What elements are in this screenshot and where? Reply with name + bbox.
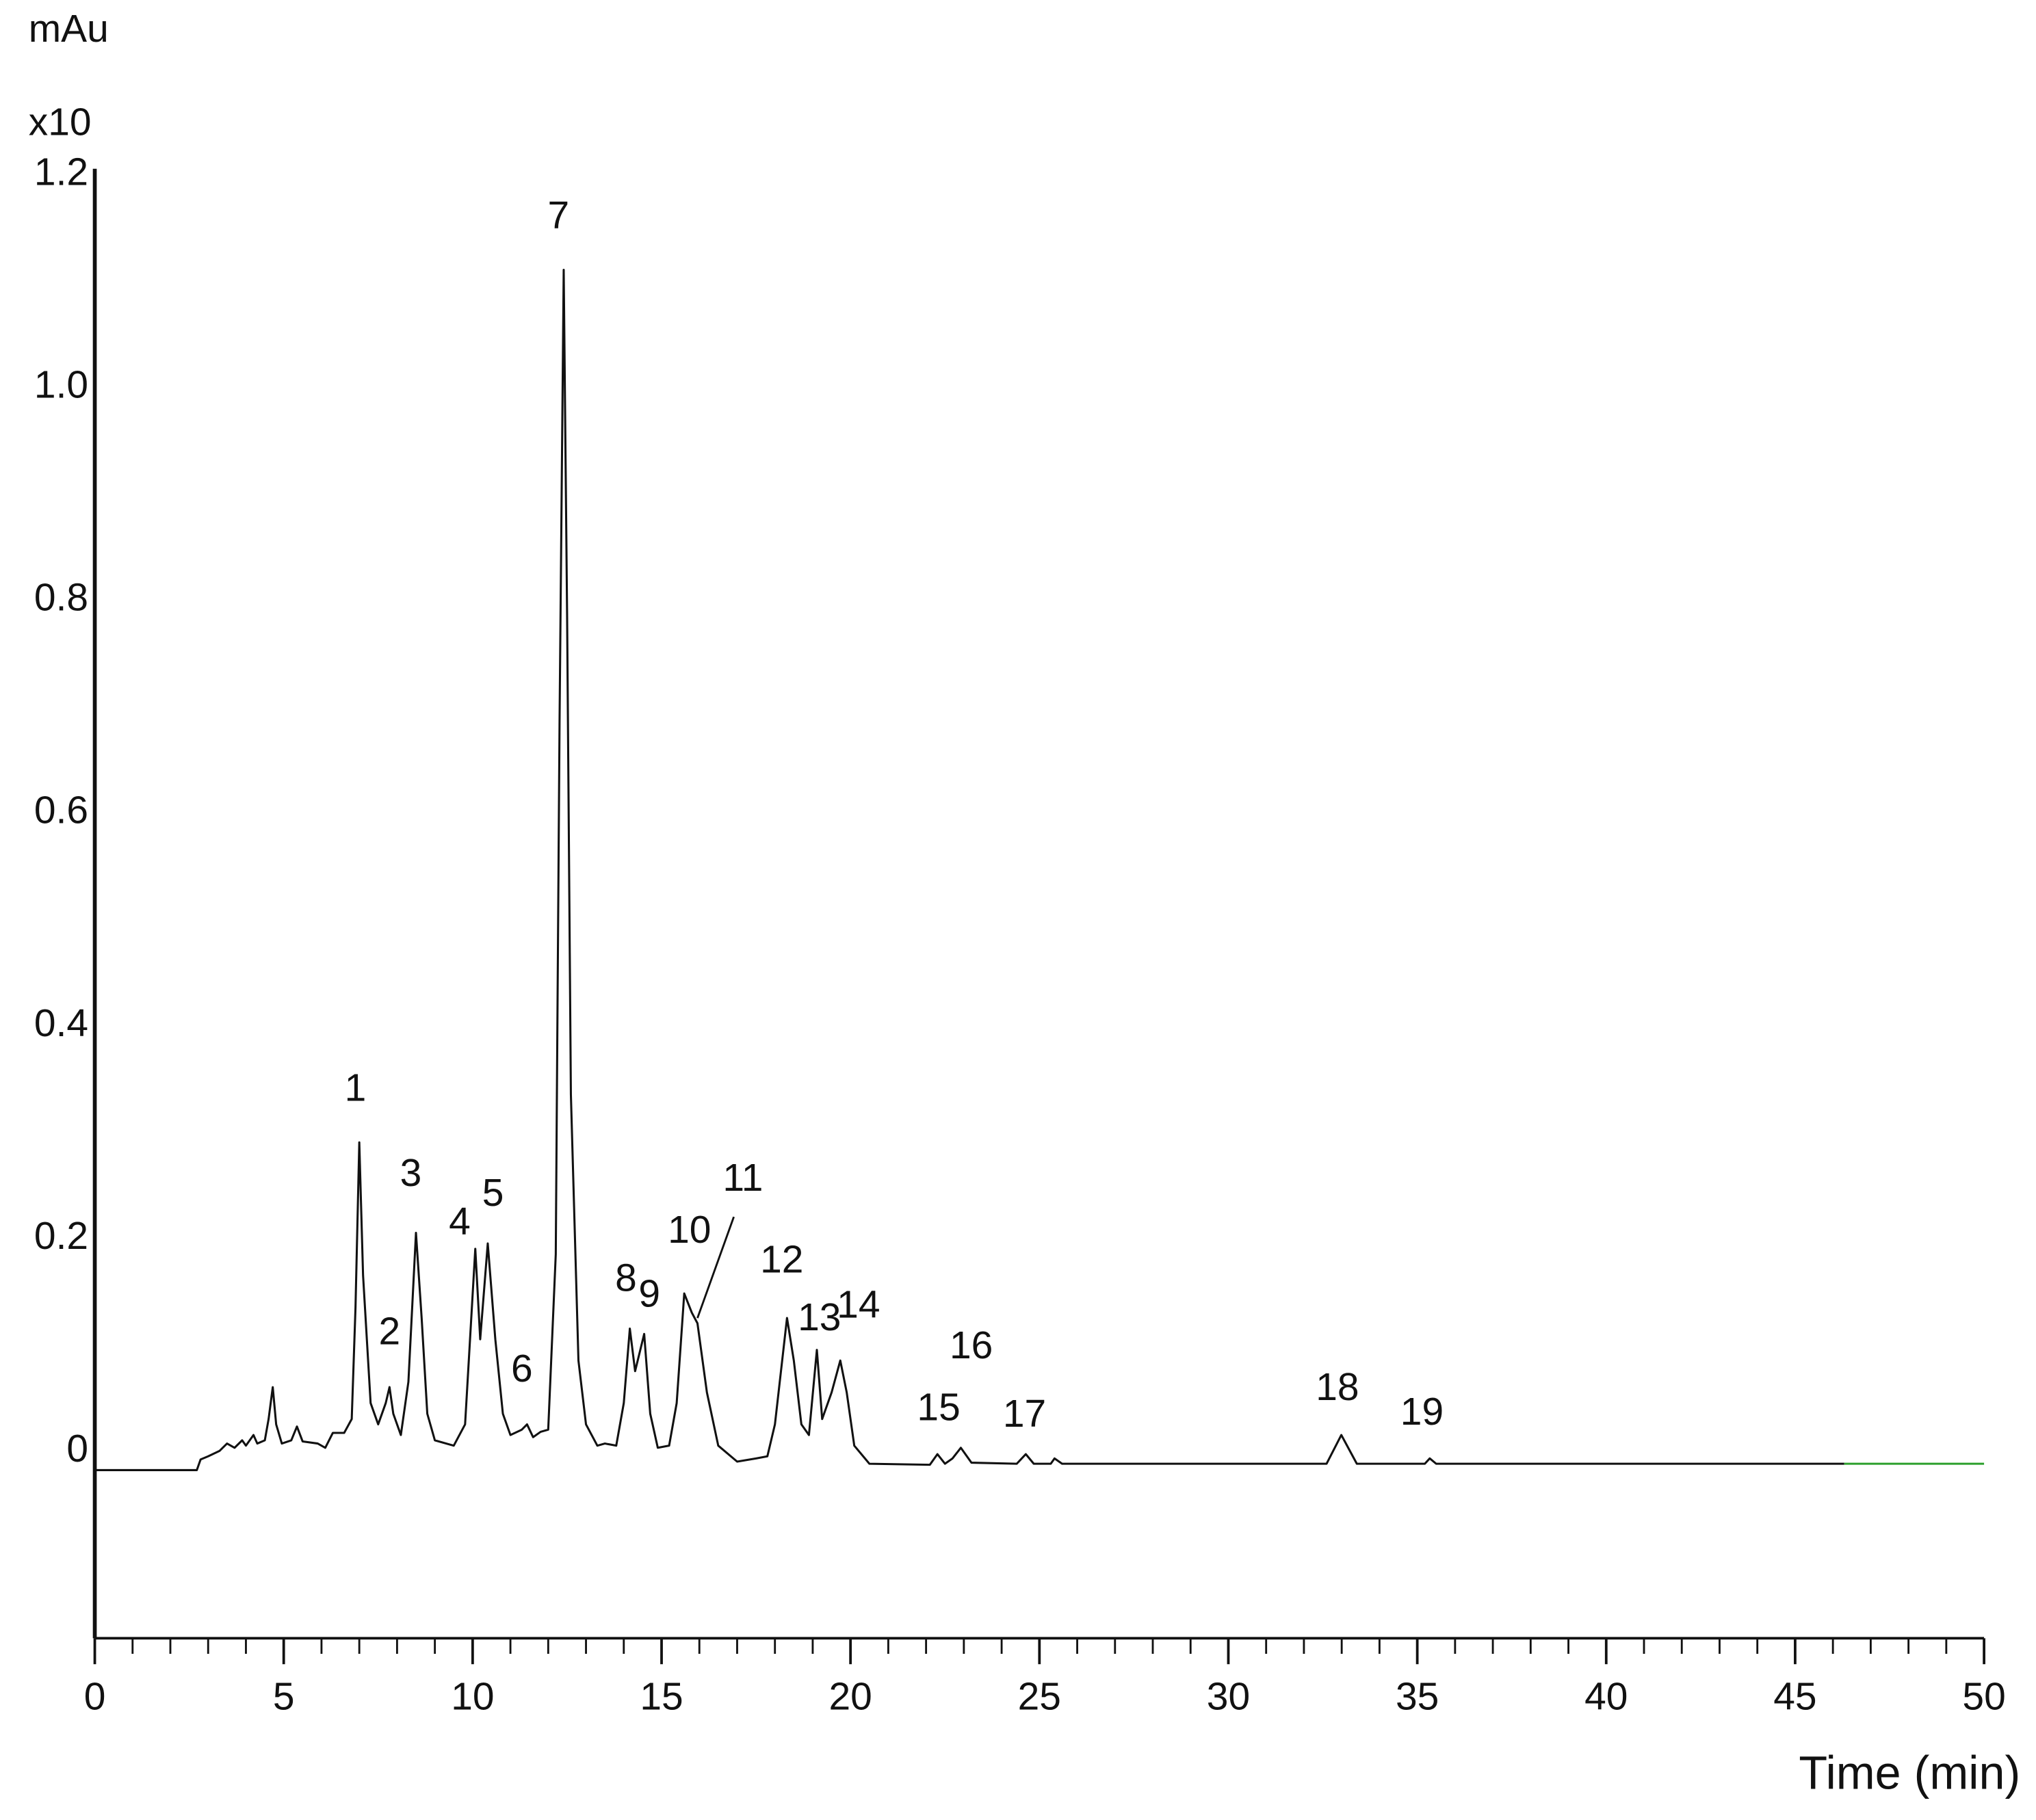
- x-tick-label: 50: [1962, 1675, 2005, 1719]
- x-axis-label: Time (min): [1799, 1747, 2020, 1799]
- peak-label: 4: [449, 1200, 471, 1243]
- x-tick-label: 40: [1584, 1675, 1628, 1719]
- peak-label: 3: [400, 1151, 422, 1195]
- peak-label: 18: [1316, 1365, 1359, 1409]
- y-tick-label: 1.0: [34, 362, 88, 406]
- peak-label: 1: [345, 1066, 367, 1110]
- y-tick-label: 1.2: [34, 150, 88, 194]
- x-tick-label: 35: [1396, 1675, 1439, 1719]
- x-tick-label: 30: [1207, 1675, 1250, 1719]
- x-tick-label: 15: [640, 1675, 683, 1719]
- peak-label: 14: [837, 1283, 880, 1327]
- y-axis-label: mAu: [29, 7, 109, 51]
- y-tick-label: 0.8: [34, 576, 88, 620]
- x-tick-label: 45: [1773, 1675, 1816, 1719]
- peak-label: 12: [760, 1238, 803, 1282]
- x-tick-label: 0: [84, 1675, 106, 1719]
- peak-label: 5: [482, 1171, 504, 1215]
- y-axis-multiplier: x10: [29, 100, 92, 144]
- peak-label: 7: [548, 194, 570, 237]
- y-tick-label: 0.6: [34, 789, 88, 832]
- x-tick-label: 25: [1018, 1675, 1061, 1719]
- peak-label: 10: [668, 1208, 711, 1252]
- peak-label: 8: [615, 1256, 637, 1300]
- peak-label: 19: [1400, 1390, 1444, 1434]
- x-tick-label: 20: [828, 1675, 872, 1719]
- peak-label: 9: [638, 1271, 660, 1315]
- peak-label: 11: [722, 1156, 763, 1200]
- y-tick-label: 0.2: [34, 1214, 88, 1258]
- peak-label: 15: [917, 1386, 960, 1429]
- x-tick-label: 10: [451, 1675, 494, 1719]
- leader-line: [696, 1216, 735, 1319]
- peak-label: 2: [379, 1309, 401, 1353]
- peak-label: 16: [950, 1323, 993, 1367]
- x-tick-label: 5: [273, 1675, 295, 1719]
- y-tick-label: 0.4: [34, 1001, 88, 1045]
- peak-label: 13: [798, 1295, 841, 1339]
- y-tick-label: 0: [66, 1427, 88, 1470]
- peak-label: 17: [1003, 1392, 1046, 1436]
- peak-label: 6: [511, 1347, 533, 1390]
- trace: [94, 269, 1844, 1471]
